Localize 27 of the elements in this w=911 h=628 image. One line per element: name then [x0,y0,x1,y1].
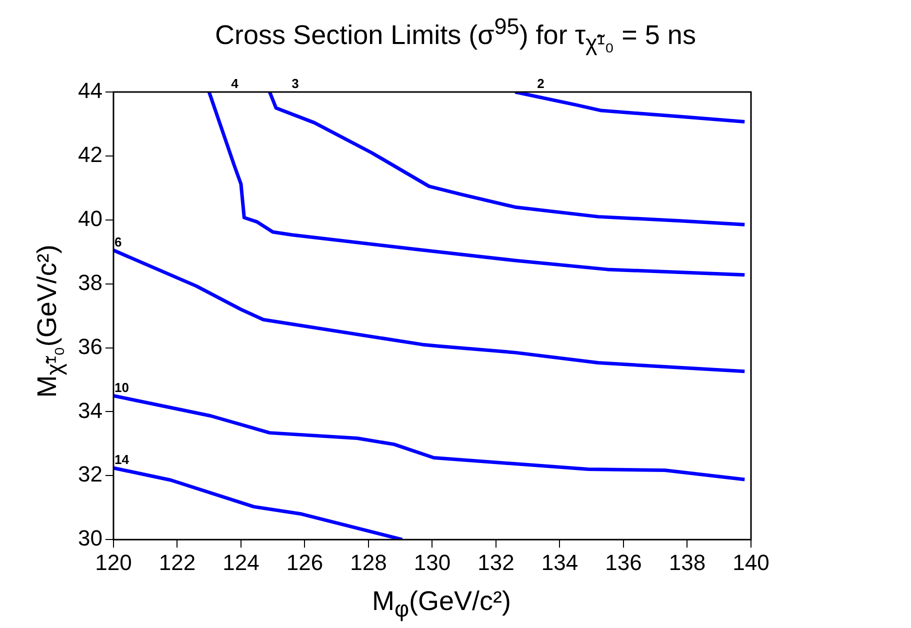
series-label: 10 [114,380,129,395]
y-tick-label: 42 [78,142,102,168]
x-tick-label: 136 [605,550,642,575]
y-tick-label: 38 [78,270,102,295]
series-label: 14 [114,452,130,468]
y-tick-label: 32 [78,462,102,487]
x-tick-label: 132 [478,550,514,575]
series-label: 4 [231,76,240,92]
x-tick-label: 134 [541,550,578,575]
x-axis-title: M$_{φ}$(GeV/c²) [370,586,512,622]
series-label: 3 [292,76,299,92]
x-tick-label: 124 [222,550,260,575]
series-label: 6 [114,234,122,250]
x-tick-label: 128 [350,550,387,575]
chart-title: Cross Section Limits (σ$^{95}$) for τ$_{χ̃¹₀}$ = 5 ns [214,14,697,56]
y-tick-label: 34 [78,398,102,423]
x-tick-label: 138 [668,550,706,575]
x-tick-label: 126 [286,550,324,575]
series-label: 2 [537,76,544,92]
y-tick-label: 36 [78,334,102,359]
y-tick-label: 40 [78,206,102,231]
x-tick-label: 130 [414,550,451,575]
x-tick-label: 140 [732,550,770,575]
y-tick-label: 44 [78,78,102,104]
x-tick-label: 120 [95,550,132,575]
y-tick-label: 30 [78,526,102,551]
x-tick-label: 122 [158,550,196,575]
